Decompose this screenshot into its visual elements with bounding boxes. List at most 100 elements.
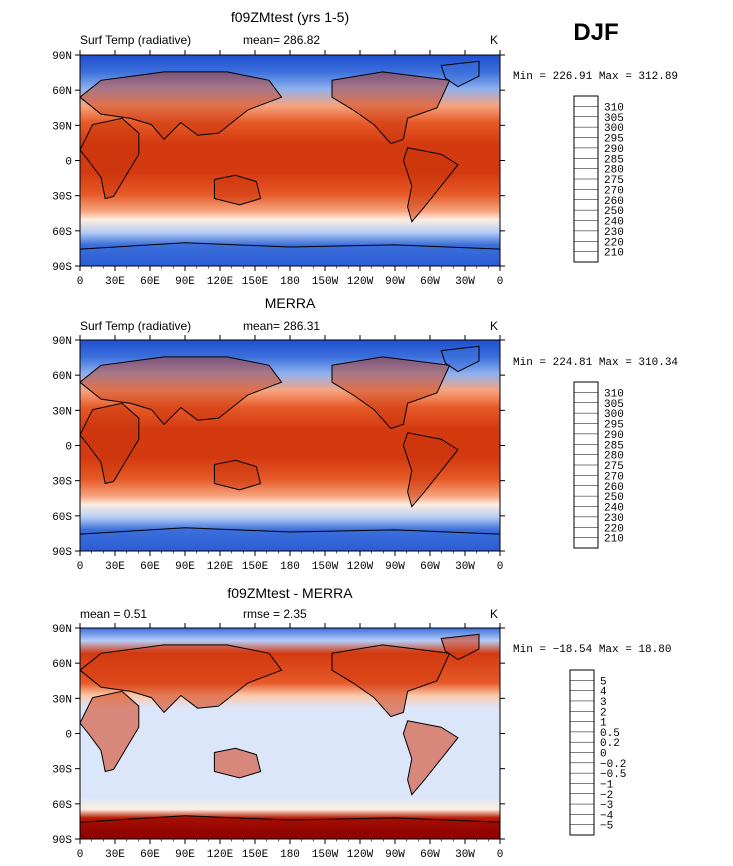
colorbar-label: 210 (604, 248, 624, 260)
panel-1: f09ZMtest (yrs 1-5) Surf Temp (radiative)… (52, 9, 678, 288)
colorbar-label: 305 (604, 113, 624, 125)
continent-samerica (402, 147, 459, 223)
colorbar-label: 260 (604, 196, 624, 208)
colorbar-label: −5 (600, 821, 613, 833)
lon-tick-label: 90W (385, 849, 405, 861)
colorbar-label: 250 (604, 206, 624, 218)
lat-tick-label: 90S (52, 835, 72, 847)
lon-tick-label: 180 (280, 849, 300, 861)
panel-left-label: Surf Temp (radiative) (80, 319, 191, 333)
colorbar-label: 250 (604, 492, 624, 504)
lon-tick-label: 30E (105, 561, 125, 573)
colorbar-label: 300 (604, 123, 624, 135)
lat-tick-label: 90N (52, 336, 72, 348)
colorbar-label: 2 (600, 707, 607, 719)
colorbar-label: −0.5 (600, 769, 626, 781)
colorbar-label: 1 (600, 718, 607, 730)
lat-tick-label: 0 (65, 442, 72, 454)
colorbar-label: 285 (604, 154, 624, 166)
panel-center-label: rmse = 2.35 (243, 607, 307, 621)
lat-tick-label: 90S (52, 547, 72, 559)
colorbar-label: 295 (604, 134, 624, 146)
colorbar-label: 280 (604, 451, 624, 463)
panel-title: MERRA (265, 295, 316, 311)
lon-tick-label: 120E (207, 849, 234, 861)
map-field (80, 340, 500, 551)
map-field (80, 55, 500, 266)
continent-samerica (402, 432, 459, 508)
panel-units: K (490, 33, 498, 47)
colorbar-label: 0.5 (600, 728, 620, 740)
colorbar-label: 270 (604, 471, 624, 483)
lon-tick-label: 30W (455, 276, 475, 288)
panel-left-label: mean = 0.51 (80, 607, 147, 621)
lon-tick-label: 0 (77, 561, 84, 573)
lon-tick-label: 0 (77, 276, 84, 288)
colorbar-label: 4 (600, 687, 607, 699)
panel-title: f09ZMtest - MERRA (227, 585, 353, 601)
lon-tick-label: 120W (347, 276, 374, 288)
panel-units: K (490, 319, 498, 333)
continent-greenland (440, 633, 480, 661)
lat-tick-label: 60S (52, 227, 72, 239)
panel-2: MERRA Surf Temp (radiative) mean= 286.31 K M… (52, 295, 678, 573)
colorbar-label: −4 (600, 810, 614, 822)
lon-tick-label: 120W (347, 561, 374, 573)
lon-tick-label: 90E (175, 276, 195, 288)
colorbar-label: −2 (600, 790, 613, 802)
lat-tick-label: 30S (52, 477, 72, 489)
lon-tick-label: 0 (497, 561, 504, 573)
continent-eurasia (79, 644, 283, 714)
lat-tick-label: 90S (52, 262, 72, 274)
continent-namerica (331, 356, 451, 430)
colorbar-label: 270 (604, 185, 624, 197)
colorbar-label: 5 (600, 676, 607, 688)
colorbar-label: −1 (600, 779, 614, 791)
colorbar-label: −0.2 (600, 759, 626, 771)
colorbar-label: 280 (604, 165, 624, 177)
colorbar-label: 230 (604, 227, 624, 239)
lon-tick-label: 150E (242, 276, 269, 288)
colorbar-label: 290 (604, 144, 624, 156)
colorbar: 3103053002952902852802752702602502402302… (573, 95, 624, 263)
colorbar-label: −3 (600, 800, 613, 812)
continent-greenland (440, 345, 480, 373)
lon-tick-label: 60W (420, 276, 440, 288)
map-panels: f09ZMtest (yrs 1-5) Surf Temp (radiative)… (52, 9, 678, 861)
lat-tick-label: 60S (52, 512, 72, 524)
lon-tick-label: 0 (497, 849, 504, 861)
colorbar-label: 300 (604, 409, 624, 421)
panel-minmax: Min = 224.81 Max = 310.34 (513, 357, 678, 369)
colorbar-label: 230 (604, 513, 624, 525)
lon-tick-label: 180 (280, 561, 300, 573)
lon-tick-label: 30E (105, 276, 125, 288)
lat-tick-label: 30N (52, 121, 72, 133)
lat-tick-label: 30S (52, 192, 72, 204)
lon-tick-label: 60E (140, 561, 160, 573)
lon-tick-label: 180 (280, 276, 300, 288)
colorbar-label: 310 (604, 388, 624, 400)
colorbar-label: 220 (604, 237, 624, 249)
colorbar-label: 290 (604, 430, 624, 442)
continent-eurasia (79, 356, 283, 426)
continent-australia (213, 459, 262, 491)
panel-units: K (490, 607, 498, 621)
lon-tick-label: 150W (312, 849, 339, 861)
colorbar-label: 285 (604, 440, 624, 452)
lon-tick-label: 0 (77, 849, 84, 861)
lon-tick-label: 30W (455, 561, 475, 573)
lon-tick-label: 150E (242, 849, 269, 861)
colorbar-label: 310 (604, 102, 624, 114)
lat-tick-label: 90N (52, 624, 72, 636)
panel-minmax: Min = −18.54 Max = 18.80 (513, 644, 671, 656)
lon-tick-label: 120E (207, 276, 234, 288)
colorbar-label: 240 (604, 217, 624, 229)
continent-australia (213, 174, 262, 206)
lat-tick-label: 60N (52, 86, 72, 98)
lon-tick-label: 60W (420, 561, 440, 573)
continent-samerica (402, 720, 459, 796)
panel-title: f09ZMtest (yrs 1-5) (231, 9, 349, 25)
lon-tick-label: 60E (140, 276, 160, 288)
